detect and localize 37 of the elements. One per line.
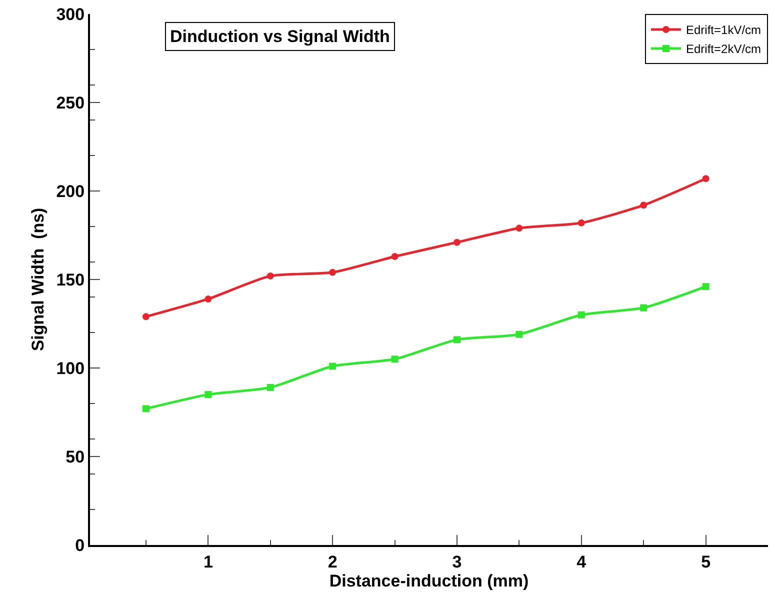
point: [204, 295, 212, 302]
point: [453, 336, 460, 344]
y-tick-label: 250: [56, 93, 85, 112]
point: [640, 202, 648, 209]
point: [578, 311, 585, 318]
legend-label: Edrift=2kV/cm: [686, 42, 762, 56]
point: [391, 252, 398, 260]
x-tick-label: 3: [452, 552, 462, 572]
point: [702, 175, 710, 182]
x-tick-label: 5: [701, 552, 711, 572]
point: [142, 405, 150, 412]
legend-label: Edrift=1kV/cm: [686, 23, 762, 38]
text: Dinduction vs Signal Width: [170, 27, 390, 46]
point: [266, 272, 274, 280]
x-tick-label: 2: [328, 552, 338, 572]
y-tick-label: 150: [56, 270, 85, 290]
point: [391, 356, 398, 363]
point: [204, 391, 212, 398]
point: [266, 384, 274, 391]
y-tick-label: 0: [75, 536, 85, 555]
y-tick-label: 50: [66, 447, 85, 466]
point: [702, 283, 710, 290]
y-tick-label: 300: [56, 4, 85, 24]
y-tick-label: 100: [56, 358, 85, 378]
point: [453, 238, 460, 246]
point: [516, 330, 523, 338]
point: [578, 219, 585, 226]
point: [329, 268, 336, 276]
point: [640, 304, 648, 312]
x-tick-label: 1: [203, 552, 213, 572]
x-axis-title: Distance-induction (mm): [329, 571, 529, 590]
point: [516, 224, 523, 232]
point: [142, 313, 150, 320]
y-tick-label: 200: [56, 182, 85, 201]
x-tick-label: 4: [576, 552, 587, 572]
point: [329, 362, 336, 370]
y-axis-title: Signal Width (ns): [28, 208, 48, 352]
